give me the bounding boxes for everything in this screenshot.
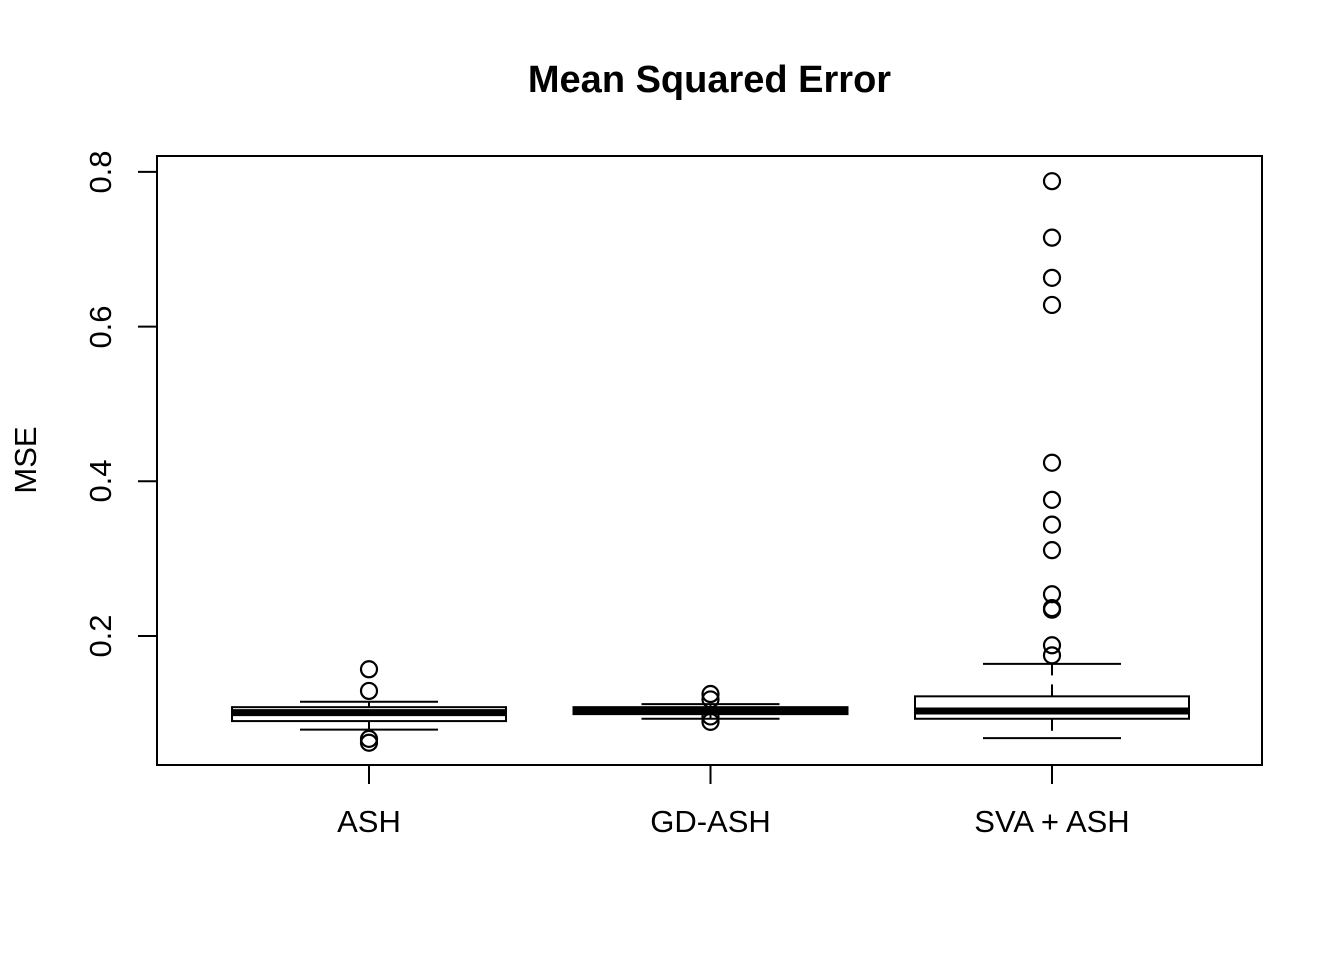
x-category-label-gd-ash: GD-ASH (650, 804, 771, 839)
y-tick-label-0.6: 0.6 (83, 305, 118, 349)
y-axis-label: MSE (8, 426, 43, 494)
outlier-point (1042, 268, 1062, 287)
chart-title: Mean Squared Error (527, 59, 892, 101)
outlier-point (1042, 541, 1062, 560)
y-tick-label-0.8: 0.8 (83, 150, 118, 194)
outlier-point (1042, 646, 1062, 665)
outlier-point (1042, 515, 1062, 534)
outlier-point (1042, 453, 1062, 472)
outlier-point (1042, 172, 1062, 191)
boxplot-gd-ash (572, 684, 849, 731)
plot-frame (156, 155, 1263, 766)
outlier-point (701, 684, 720, 704)
outlier-point (359, 681, 379, 701)
outlier-point (701, 707, 720, 726)
outlier-point (701, 712, 720, 731)
boxplot-ash (231, 660, 507, 752)
y-tick-label-0.2: 0.2 (83, 614, 118, 658)
y-tick-label-0.4: 0.4 (83, 459, 118, 503)
outlier-point (359, 660, 379, 679)
outlier-point (1042, 295, 1062, 315)
outlier-point (1042, 228, 1062, 247)
x-category-label-ash: ASH (337, 804, 401, 839)
x-category-label-sva-ash: SVA + ASH (974, 804, 1130, 839)
boxplot-sva-ash (914, 172, 1190, 740)
outlier-point (1042, 600, 1062, 619)
outlier-point (1042, 490, 1062, 509)
outlier-point (1042, 636, 1062, 655)
outlier-point (359, 733, 379, 752)
outlier-point (359, 729, 379, 748)
